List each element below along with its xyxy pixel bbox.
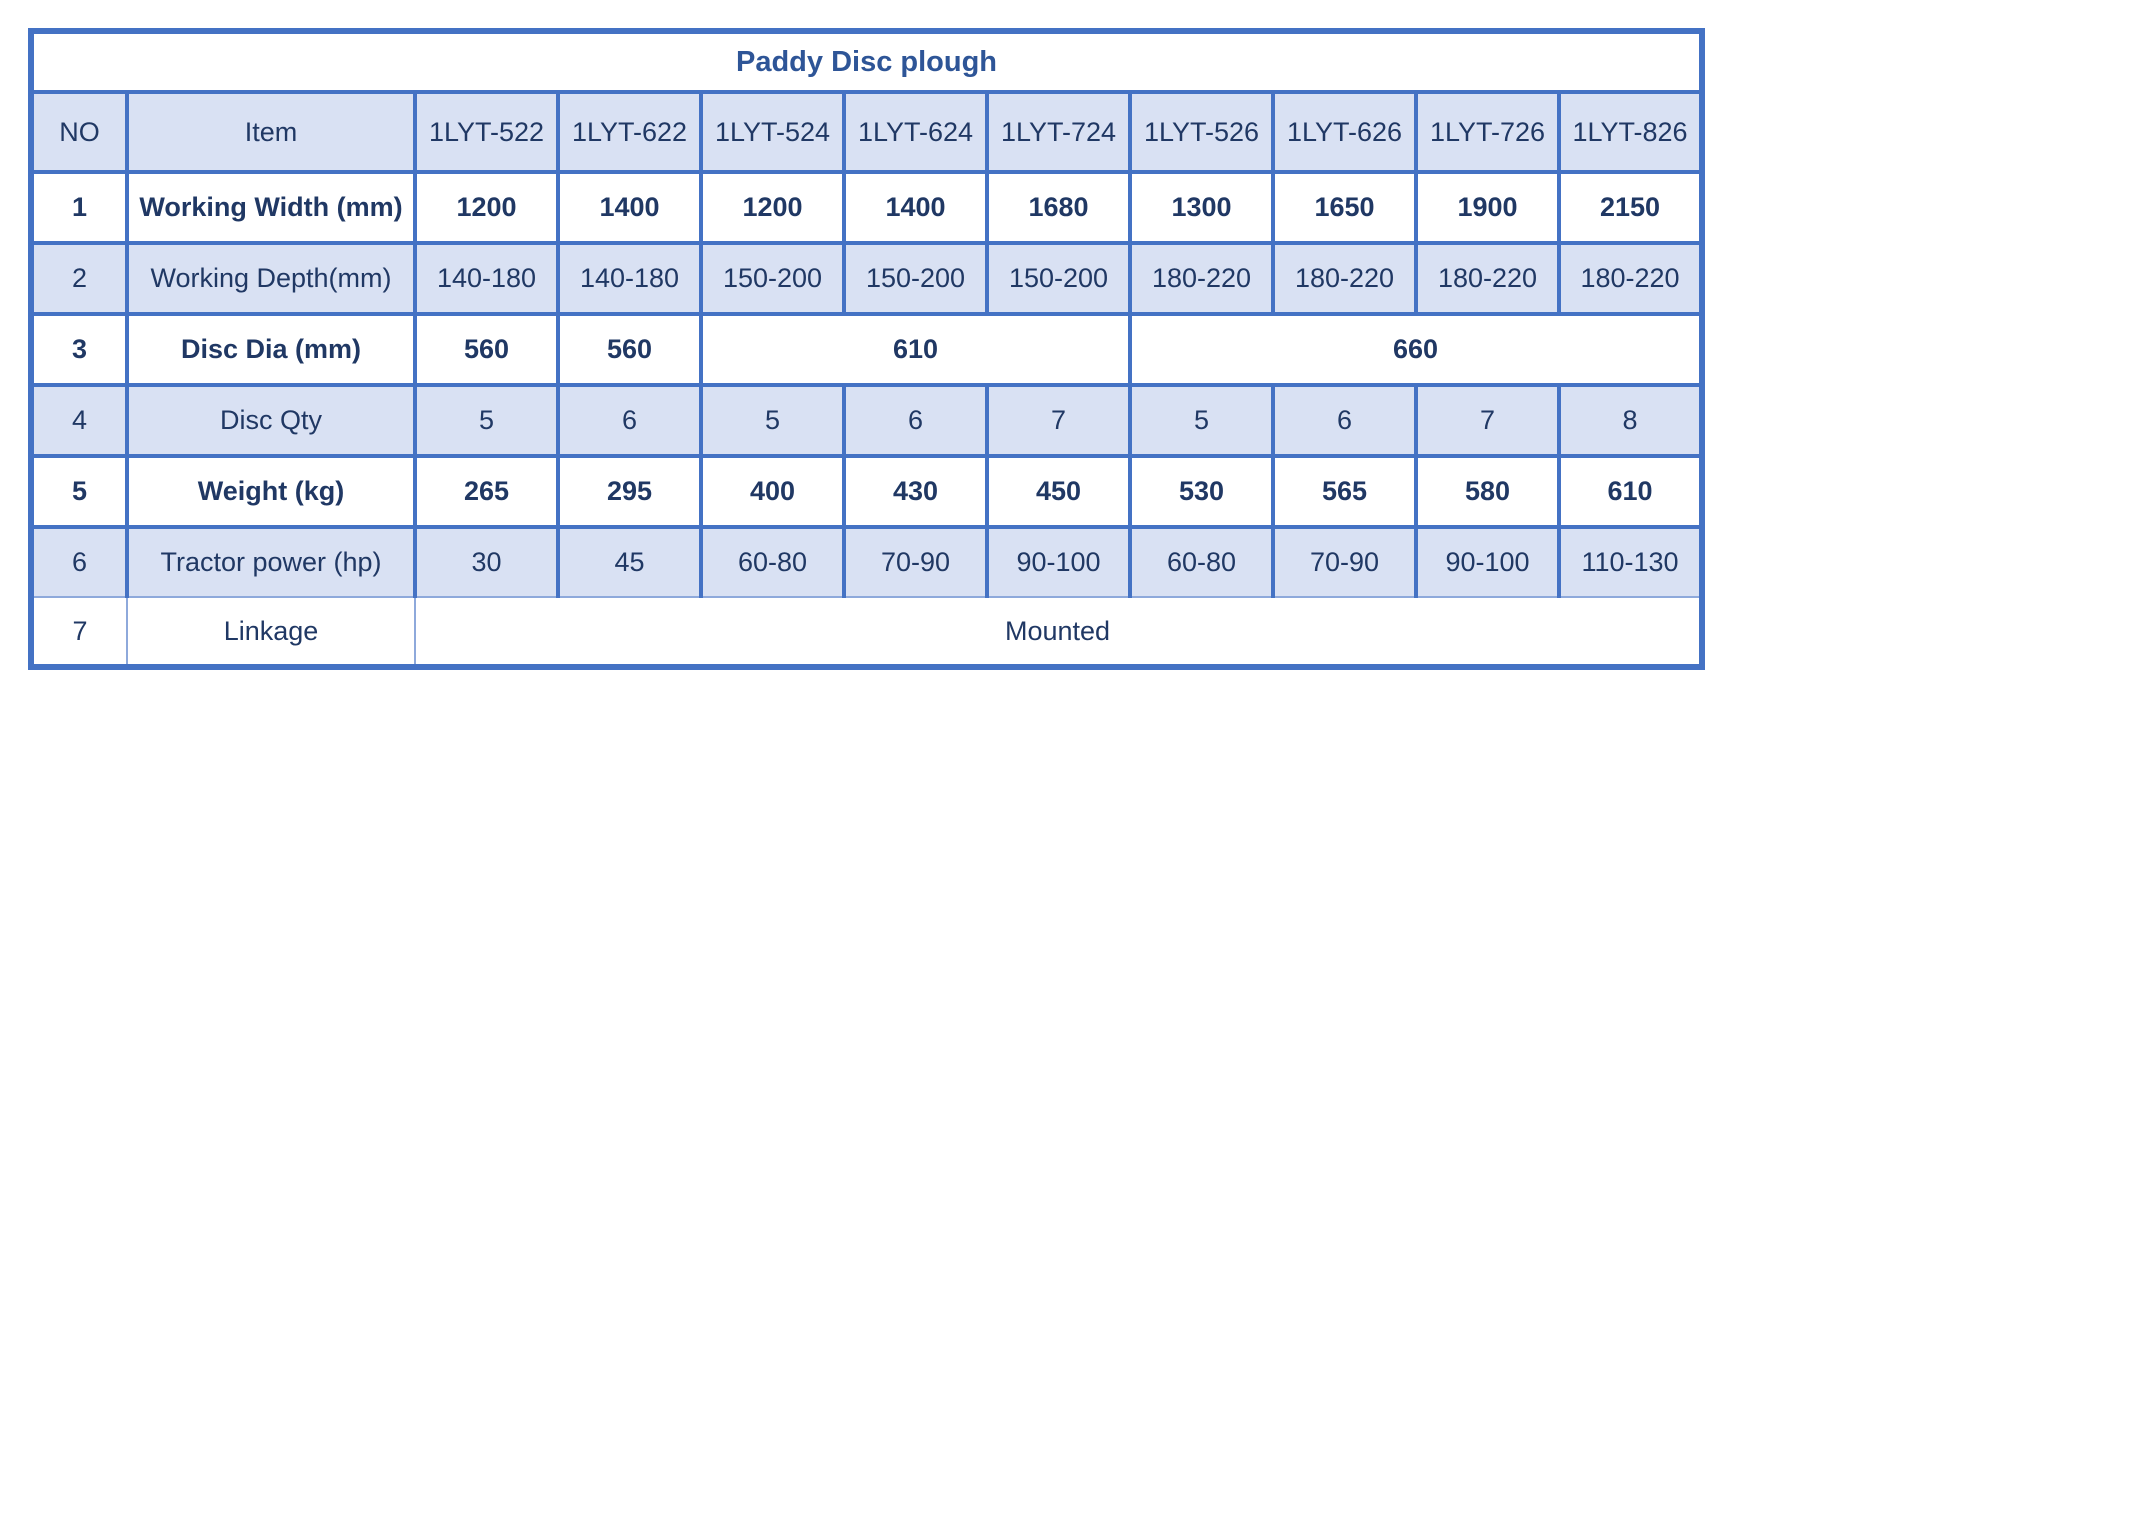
item-label-cell: Disc Qty	[125, 383, 417, 458]
value-cell: 180-220	[1414, 241, 1561, 316]
row-no-cell: 5	[29, 454, 129, 529]
value-cell: 5	[699, 383, 846, 458]
value-cell: 6	[842, 383, 989, 458]
table-row-linkage: 7 Linkage Mounted	[30, 596, 1703, 668]
value-cell-merged: 660	[1128, 312, 1704, 387]
header-cell-model: 1LYT-622	[556, 90, 703, 174]
value-cell-merged: Mounted	[414, 596, 1703, 668]
table-row-working-depth: 2 Working Depth(mm) 140-180 140-180 150-…	[29, 241, 1704, 316]
header-cell-item: Item	[125, 90, 417, 174]
value-cell: 5	[413, 383, 560, 458]
row-no-cell: 6	[29, 525, 129, 598]
value-cell: 1300	[1128, 170, 1275, 245]
value-cell: 180-220	[1557, 241, 1704, 316]
value-cell: 140-180	[556, 241, 703, 316]
value-cell: 2150	[1557, 170, 1704, 245]
value-cell: 580	[1414, 454, 1561, 529]
value-cell: 150-200	[842, 241, 989, 316]
row-no-cell: 7	[30, 596, 128, 668]
value-cell: 295	[556, 454, 703, 529]
table-row-disc-qty: 4 Disc Qty 5 6 5 6 7 5 6 7 8	[29, 383, 1704, 458]
value-cell: 7	[985, 383, 1132, 458]
value-cell: 7	[1414, 383, 1561, 458]
header-cell-model: 1LYT-826	[1557, 90, 1704, 174]
value-cell: 150-200	[699, 241, 846, 316]
value-cell: 1200	[413, 170, 560, 245]
value-cell: 6	[1271, 383, 1418, 458]
row-no-cell: 1	[29, 170, 129, 245]
value-cell: 1900	[1414, 170, 1561, 245]
item-label-cell: Tractor power (hp)	[125, 525, 417, 598]
value-cell: 150-200	[985, 241, 1132, 316]
row-no-cell: 4	[29, 383, 129, 458]
row-no-cell: 2	[29, 241, 129, 316]
item-label-cell: Working Depth(mm)	[125, 241, 417, 316]
value-cell: 140-180	[413, 241, 560, 316]
value-cell: 45	[556, 525, 703, 598]
value-cell: 90-100	[1414, 525, 1561, 598]
value-cell: 450	[985, 454, 1132, 529]
row-no-cell: 3	[29, 312, 129, 387]
item-label-cell: Working Width (mm)	[125, 170, 417, 245]
value-cell: 110-130	[1557, 525, 1704, 598]
table-header-row: NO Item 1LYT-522 1LYT-622 1LYT-524 1LYT-…	[29, 90, 1704, 174]
item-label-cell: Disc Dia (mm)	[125, 312, 417, 387]
value-cell: 8	[1557, 383, 1704, 458]
item-label-cell: Weight (kg)	[125, 454, 417, 529]
header-cell-model: 1LYT-726	[1414, 90, 1561, 174]
value-cell: 6	[556, 383, 703, 458]
value-cell-merged: 610	[699, 312, 1132, 387]
header-cell-model: 1LYT-626	[1271, 90, 1418, 174]
table-row-disc-dia: 3 Disc Dia (mm) 560 560 610 660	[29, 312, 1704, 387]
value-cell: 565	[1271, 454, 1418, 529]
header-cell-model: 1LYT-724	[985, 90, 1132, 174]
value-cell: 430	[842, 454, 989, 529]
header-cell-model: 1LYT-522	[413, 90, 560, 174]
value-cell: 70-90	[842, 525, 989, 598]
value-cell: 400	[699, 454, 846, 529]
value-cell: 1400	[842, 170, 989, 245]
value-cell: 610	[1557, 454, 1704, 529]
value-cell: 265	[413, 454, 560, 529]
value-cell: 1200	[699, 170, 846, 245]
spec-table: Paddy Disc plough NO Item 1LYT-522 1LYT-…	[28, 28, 1705, 670]
item-label-cell: Linkage	[126, 596, 416, 668]
value-cell: 60-80	[699, 525, 846, 598]
value-cell: 560	[556, 312, 703, 387]
table-title: Paddy Disc plough	[29, 29, 1704, 94]
header-cell-no: NO	[29, 90, 129, 174]
table-title-row: Paddy Disc plough	[29, 29, 1704, 94]
header-cell-model: 1LYT-526	[1128, 90, 1275, 174]
value-cell: 180-220	[1128, 241, 1275, 316]
value-cell: 1400	[556, 170, 703, 245]
value-cell: 1680	[985, 170, 1132, 245]
table-row-working-width: 1 Working Width (mm) 1200 1400 1200 1400…	[29, 170, 1704, 245]
value-cell: 530	[1128, 454, 1275, 529]
header-cell-model: 1LYT-624	[842, 90, 989, 174]
header-cell-model: 1LYT-524	[699, 90, 846, 174]
value-cell: 560	[413, 312, 560, 387]
value-cell: 5	[1128, 383, 1275, 458]
value-cell: 60-80	[1128, 525, 1275, 598]
value-cell: 90-100	[985, 525, 1132, 598]
value-cell: 1650	[1271, 170, 1418, 245]
value-cell: 30	[413, 525, 560, 598]
value-cell: 70-90	[1271, 525, 1418, 598]
table-row-tractor-power: 6 Tractor power (hp) 30 45 60-80 70-90 9…	[29, 525, 1704, 598]
table-row-weight: 5 Weight (kg) 265 295 400 430 450 530 56…	[29, 454, 1704, 529]
value-cell: 180-220	[1271, 241, 1418, 316]
